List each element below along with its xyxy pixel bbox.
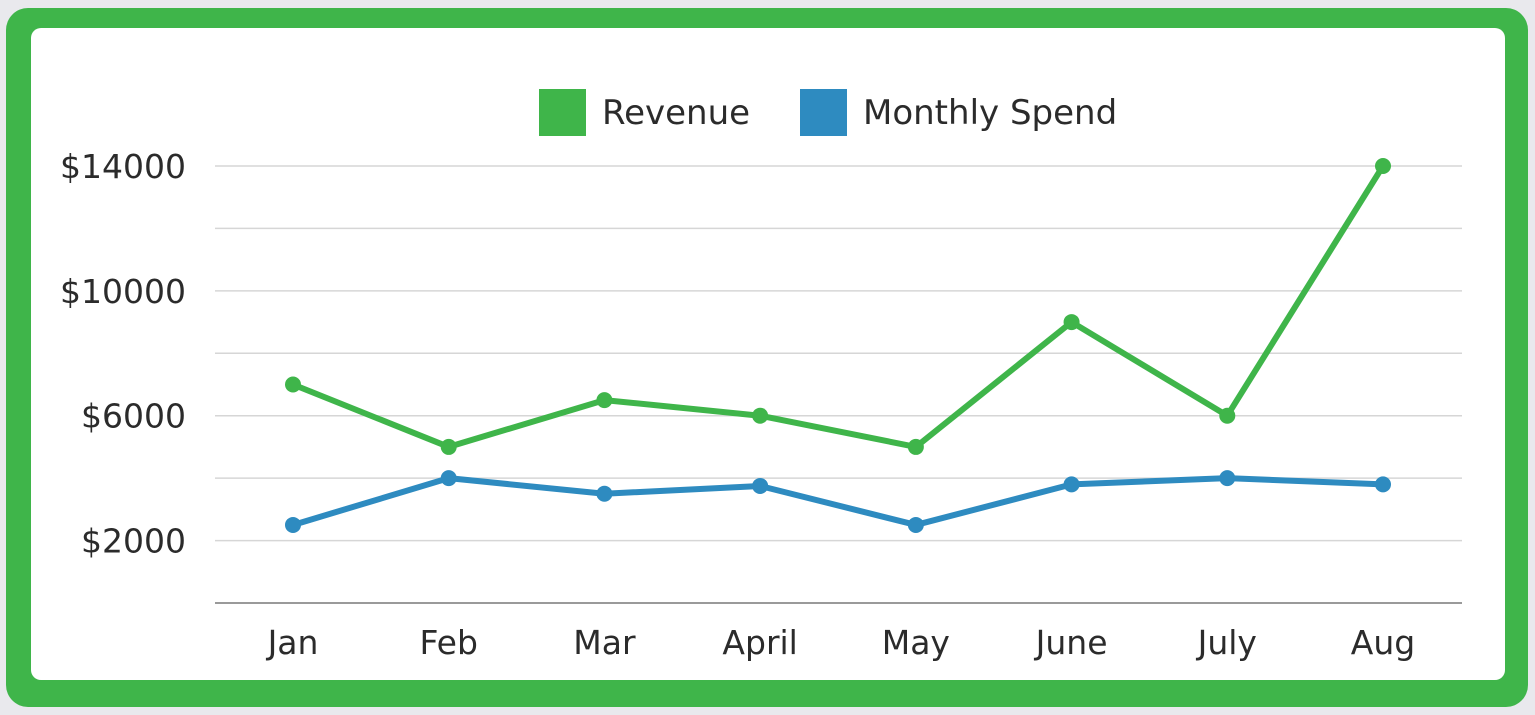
x-tick-label: May [882, 623, 950, 662]
data-point-monthly-spend[interactable] [1375, 476, 1391, 493]
data-point-monthly-spend[interactable] [752, 477, 769, 494]
data-point-revenue[interactable] [285, 376, 301, 393]
legend-label-revenue: Revenue [602, 93, 750, 133]
y-axis-ticks: $2000 $6000 $10000 $14000 [60, 147, 186, 561]
data-point-revenue[interactable] [907, 438, 924, 455]
x-tick-label: Feb [419, 623, 477, 662]
series-revenue [285, 158, 1391, 455]
legend-label-monthly-spend: Monthly Spend [863, 93, 1117, 133]
series-layer [285, 158, 1391, 533]
data-point-revenue[interactable] [1375, 158, 1391, 174]
series-line-revenue [290, 163, 1386, 450]
y-tick-label: $10000 [60, 272, 186, 311]
data-point-monthly-spend[interactable] [1219, 470, 1236, 487]
data-point-monthly-spend[interactable] [907, 516, 924, 533]
data-point-monthly-spend[interactable] [440, 470, 457, 487]
legend[interactable]: Revenue Monthly Spend [539, 89, 1117, 136]
data-point-revenue[interactable] [1219, 407, 1236, 424]
x-axis-ticks: Jan Feb Mar April May June July Aug [266, 623, 1416, 662]
y-tick-label: $6000 [81, 397, 186, 436]
data-point-revenue[interactable] [752, 407, 769, 424]
series-line-monthly-spend [290, 475, 1386, 528]
data-point-monthly-spend[interactable] [1063, 476, 1080, 493]
x-tick-label: June [1034, 623, 1108, 662]
y-tick-label: $14000 [60, 147, 186, 186]
data-point-revenue[interactable] [596, 392, 613, 409]
x-tick-label: Aug [1351, 623, 1415, 662]
legend-item-revenue[interactable]: Revenue [539, 89, 750, 136]
x-tick-label: July [1196, 623, 1257, 662]
x-tick-label: Jan [266, 623, 319, 662]
legend-swatch-monthly-spend [800, 89, 847, 136]
grid-lines [215, 165, 1462, 604]
y-tick-label: $2000 [81, 522, 186, 561]
x-tick-label: April [722, 623, 797, 662]
x-tick-label: Mar [573, 623, 636, 662]
data-point-revenue[interactable] [1063, 314, 1080, 331]
series-monthly-spend [285, 470, 1391, 533]
legend-item-monthly-spend[interactable]: Monthly Spend [800, 89, 1117, 136]
legend-swatch-revenue [539, 89, 586, 136]
data-point-monthly-spend[interactable] [285, 516, 301, 533]
data-point-revenue[interactable] [440, 438, 457, 455]
data-point-monthly-spend[interactable] [596, 485, 613, 502]
